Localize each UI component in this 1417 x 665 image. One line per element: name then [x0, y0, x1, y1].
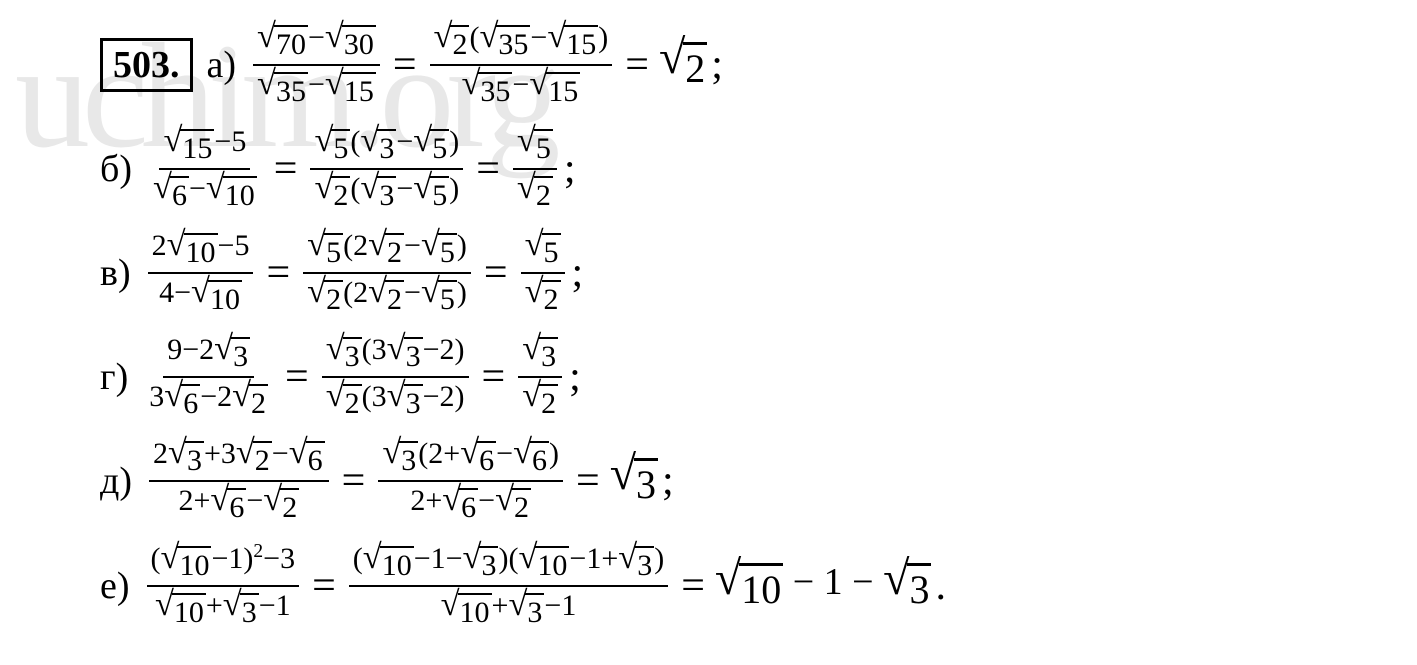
numerator: √70−√30 — [253, 20, 380, 66]
equals-sign: = — [625, 41, 649, 89]
denominator: √2(3√3−2) — [322, 378, 469, 422]
terminator: ; — [569, 353, 581, 401]
fraction: (√10−1)2−3√10+√3−1 — [147, 540, 300, 631]
equals-sign: = — [342, 457, 366, 505]
denominator: √2(2√2−√5) — [303, 274, 471, 318]
denominator: √6−√10 — [149, 170, 261, 214]
denominator: 2+√6−√2 — [174, 482, 303, 526]
numerator: 2√3+3√2−√6 — [149, 436, 329, 482]
equals-sign: = — [476, 145, 500, 193]
numerator: √5(√3−√5) — [310, 124, 463, 170]
numerator: (√10−1−√3)(√10−1+√3) — [349, 541, 668, 587]
denominator: 3√6−2√2 — [145, 378, 272, 422]
denominator: √2(√3−√5) — [310, 170, 463, 214]
denominator: √35−√15 — [457, 66, 584, 110]
terminator: ; — [572, 249, 584, 297]
numerator: √5 — [521, 228, 565, 274]
equals-sign: = — [681, 562, 705, 610]
denominator: √35−√15 — [253, 66, 380, 110]
fraction: √5√2 — [513, 124, 557, 214]
part-label: в) — [100, 251, 131, 295]
numerator: √5(2√2−√5) — [303, 228, 471, 274]
terminator: ; — [564, 145, 576, 193]
part-label: г) — [100, 355, 128, 399]
numerator: (√10−1)2−3 — [147, 540, 300, 587]
equation-line: г) 9−2√33√6−2√2 = √3(3√3−2)√2(3√3−2) = √3√2; — [100, 332, 1377, 422]
denominator: 2+√6−√2 — [406, 482, 535, 526]
part-label: б) — [100, 147, 132, 191]
fraction: √5(√3−√5)√2(√3−√5) — [310, 124, 463, 214]
part-label: а) — [207, 43, 237, 87]
numerator: √3(3√3−2) — [322, 332, 469, 378]
equation-line: д)2√3+3√2−√62+√6−√2=√3(2+√6−√6)2+√6−√2=√… — [100, 436, 1377, 526]
numerator: √3(2+√6−√6) — [378, 436, 563, 482]
result-expression: √10 − 1 − √3 — [715, 559, 932, 613]
result-expression: √2 — [659, 38, 707, 92]
equation-line: в)2√10−54−√10=√5(2√2−√5)√2(2√2−√5)=√5√2; — [100, 228, 1377, 318]
equals-sign: = — [274, 145, 298, 193]
equals-sign: = — [576, 457, 600, 505]
fraction: √70−√30√35−√15 — [253, 20, 380, 110]
fraction: (√10−1−√3)(√10−1+√3)√10+√3−1 — [349, 541, 668, 631]
denominator: √2 — [521, 274, 565, 318]
equals-sign: = — [393, 41, 417, 89]
numerator: 9−2√3 — [163, 332, 254, 378]
result-expression: √3 — [610, 454, 658, 508]
equation-line: е)(√10−1)2−3√10+√3−1=(√10−1−√3)(√10−1+√3… — [100, 540, 1377, 631]
equation-line: 503.а)√70−√30√35−√15=√2(√35−√15)√35−√15=… — [100, 20, 1377, 110]
denominator: √10+√3−1 — [151, 587, 295, 631]
equals-sign: = — [285, 353, 309, 401]
numerator: √5 — [513, 124, 557, 170]
numerator: √15−5 — [159, 124, 250, 170]
problem-number-box: 503. — [100, 38, 193, 92]
fraction: √2(√35−√15)√35−√15 — [430, 20, 613, 110]
part-label: е) — [100, 564, 130, 608]
fraction: √5(2√2−√5)√2(2√2−√5) — [303, 228, 471, 318]
terminator: . — [935, 562, 946, 610]
denominator: √2 — [513, 170, 557, 214]
fraction: √3(3√3−2)√2(3√3−2) — [322, 332, 469, 422]
fraction: √3√2 — [518, 332, 562, 422]
numerator: √2(√35−√15) — [430, 20, 613, 66]
numerator: √3 — [518, 332, 562, 378]
fraction: 9−2√33√6−2√2 — [145, 332, 272, 422]
equals-sign: = — [484, 249, 508, 297]
fraction: √3(2+√6−√6)2+√6−√2 — [378, 436, 563, 526]
equals-sign: = — [482, 353, 506, 401]
part-label: д) — [100, 459, 132, 503]
denominator: 4−√10 — [155, 274, 246, 318]
equals-sign: = — [312, 562, 336, 610]
equals-sign: = — [266, 249, 290, 297]
fraction: √15−5√6−√10 — [149, 124, 261, 214]
equation-line: б)√15−5√6−√10=√5(√3−√5)√2(√3−√5)=√5√2; — [100, 124, 1377, 214]
math-content: 503.а)√70−√30√35−√15=√2(√35−√15)√35−√15=… — [0, 0, 1417, 665]
numerator: 2√10−5 — [148, 228, 254, 274]
terminator: ; — [711, 41, 723, 89]
terminator: ; — [662, 457, 674, 505]
fraction: √5√2 — [521, 228, 565, 318]
fraction: 2√3+3√2−√62+√6−√2 — [149, 436, 329, 526]
fraction: 2√10−54−√10 — [148, 228, 254, 318]
denominator: √2 — [518, 378, 562, 422]
